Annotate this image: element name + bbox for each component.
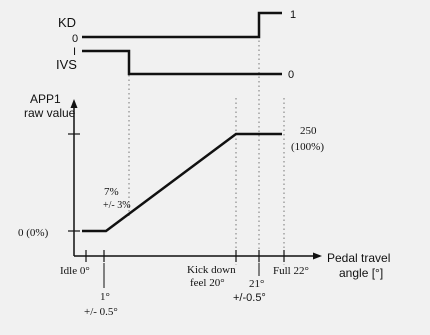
y-axis-arrow xyxy=(70,99,78,108)
max-value-label: 250 xyxy=(300,125,317,137)
x-axis-label-line2: angle [°] xyxy=(339,266,383,280)
y-axis-label-line2: raw value xyxy=(24,106,76,120)
tick-label-21-1: 21° xyxy=(249,278,264,290)
kd-label: KD xyxy=(58,15,76,30)
ivs-signal-line xyxy=(82,49,282,76)
tick-label-kick-down-2: feel 20° xyxy=(190,277,225,289)
tick-label-full: Full 22° xyxy=(273,265,309,277)
tick-label-21-2: +/-0.5° xyxy=(233,292,266,304)
y-axis-label-line1: APP1 xyxy=(30,92,61,106)
annotation-7-tolerance: +/- 3% xyxy=(103,200,131,211)
kd-signal-line xyxy=(82,11,282,39)
tolerance-arrows xyxy=(103,263,260,288)
tick-label-kick-down-1: Kick down xyxy=(187,264,236,276)
kd-high-label: 1 xyxy=(290,9,296,21)
tick-label-idle: Idle 0° xyxy=(60,265,90,277)
x-ticks xyxy=(85,250,285,262)
ivs-high-label: I xyxy=(73,46,76,58)
guide-lines xyxy=(128,36,285,265)
annotation-7-percent: 7% xyxy=(104,186,119,198)
tick-label-one-deg-2: +/- 0.5° xyxy=(84,306,118,318)
x-axis-label-line1: Pedal travel xyxy=(327,251,390,265)
kd-low-label: 0 xyxy=(72,33,78,45)
app1-curve xyxy=(82,132,282,233)
max-percent-label: (100%) xyxy=(291,141,324,153)
ivs-low-label: 0 xyxy=(288,69,294,81)
x-axis-arrow xyxy=(313,252,322,260)
y-zero-label: 0 (0%) xyxy=(18,227,49,239)
ivs-label: IVS xyxy=(56,57,77,72)
tick-label-one-deg-1: 1° xyxy=(100,291,110,303)
